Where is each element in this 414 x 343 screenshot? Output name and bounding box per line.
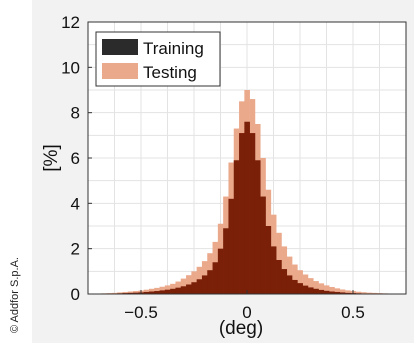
y-tick-label: 10 bbox=[61, 58, 80, 77]
legend-label-training: Training bbox=[143, 39, 204, 58]
bar-testing bbox=[345, 290, 351, 294]
bar-training bbox=[170, 288, 176, 294]
bar-training bbox=[270, 246, 277, 294]
legend: Training Testing bbox=[95, 31, 221, 87]
bar-testing bbox=[307, 278, 314, 294]
bar-testing bbox=[318, 283, 325, 294]
bar-testing bbox=[334, 288, 341, 294]
bar-testing bbox=[127, 291, 134, 294]
bar-testing bbox=[154, 287, 160, 294]
bar-training bbox=[329, 291, 335, 294]
bar-training bbox=[207, 270, 213, 294]
bar-testing bbox=[292, 264, 298, 294]
bar-training bbox=[159, 290, 166, 294]
bar-training bbox=[345, 292, 351, 294]
bar-training bbox=[292, 279, 298, 294]
bar-training bbox=[217, 248, 224, 294]
bar-training bbox=[127, 292, 134, 294]
x-tick-label: 0 bbox=[242, 303, 251, 322]
bar-training bbox=[164, 289, 171, 294]
bar-training bbox=[212, 262, 219, 294]
bar-training bbox=[260, 196, 266, 294]
x-axis-ticks: −0.5 0 0.5 bbox=[124, 290, 365, 322]
bar-training bbox=[281, 269, 288, 294]
bar-testing bbox=[360, 292, 367, 294]
legend-swatch-testing bbox=[102, 63, 138, 79]
bar-training bbox=[154, 291, 160, 294]
bar-testing bbox=[133, 291, 139, 294]
y-axis-label: [%] bbox=[41, 144, 62, 171]
bar-training bbox=[297, 283, 303, 294]
bar-training bbox=[133, 292, 139, 294]
bar-training bbox=[265, 226, 272, 294]
bar-testing bbox=[122, 291, 129, 294]
bar-testing bbox=[371, 292, 378, 294]
bar-training bbox=[249, 133, 256, 294]
bar-testing bbox=[286, 256, 293, 294]
bar-testing bbox=[355, 291, 362, 294]
bar-training bbox=[339, 292, 346, 294]
bar-testing bbox=[143, 289, 150, 294]
y-tick-label: 0 bbox=[71, 285, 80, 304]
legend-label-testing: Testing bbox=[143, 63, 197, 82]
bar-testing bbox=[297, 270, 303, 294]
training-bars bbox=[95, 121, 394, 294]
bar-training bbox=[143, 291, 150, 294]
x-axis-label: (deg) bbox=[219, 318, 263, 339]
bar-testing bbox=[339, 289, 346, 294]
y-tick-label: 2 bbox=[71, 240, 80, 259]
bar-training bbox=[239, 133, 245, 294]
y-tick-label: 4 bbox=[71, 194, 80, 213]
bar-training bbox=[233, 160, 240, 294]
bar-training bbox=[228, 198, 235, 294]
bar-training bbox=[196, 279, 203, 294]
bar-training bbox=[175, 287, 182, 294]
x-tick-label: −0.5 bbox=[124, 303, 158, 322]
bar-training bbox=[191, 282, 197, 294]
bar-training bbox=[323, 290, 330, 294]
bar-training bbox=[244, 121, 250, 294]
y-axis-ticks: 0 2 4 6 8 10 12 bbox=[61, 13, 92, 304]
y-tick-label: 6 bbox=[71, 149, 80, 168]
bar-training bbox=[307, 287, 314, 294]
bar-training bbox=[318, 289, 325, 294]
bar-testing bbox=[329, 286, 335, 294]
chart-frame: 0 2 4 6 8 10 12 −0.5 0 0.5 [%] (deg) Training Te… bbox=[32, 0, 414, 343]
bar-training bbox=[186, 284, 192, 294]
bar-training bbox=[223, 228, 229, 294]
bar-training bbox=[302, 285, 309, 294]
legend-swatch-training bbox=[102, 39, 138, 55]
bar-training bbox=[254, 160, 261, 294]
bar-training bbox=[180, 286, 187, 294]
y-tick-label: 12 bbox=[61, 13, 80, 32]
bar-testing bbox=[366, 292, 372, 294]
bar-training bbox=[286, 275, 293, 294]
bar-testing bbox=[117, 292, 123, 294]
bar-training bbox=[201, 275, 208, 294]
y-tick-label: 8 bbox=[71, 104, 80, 123]
bar-training bbox=[334, 291, 341, 294]
bar-testing bbox=[148, 288, 155, 294]
bar-testing bbox=[111, 292, 118, 294]
bar-testing bbox=[313, 281, 319, 294]
bar-training bbox=[313, 288, 319, 294]
bar-training bbox=[276, 260, 282, 294]
bar-testing bbox=[323, 285, 330, 294]
copyright-credit: © Addfor S.p.A. bbox=[9, 257, 21, 333]
bar-training bbox=[148, 291, 155, 294]
x-tick-label: 0.5 bbox=[341, 303, 365, 322]
histogram-chart: 0 2 4 6 8 10 12 −0.5 0 0.5 [%] (deg) Training Te… bbox=[41, 13, 407, 339]
bar-testing bbox=[302, 274, 309, 294]
